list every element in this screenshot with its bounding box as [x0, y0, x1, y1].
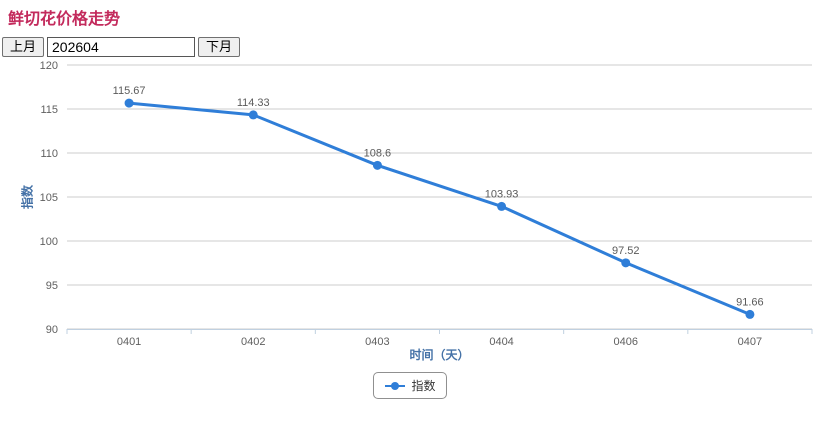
legend[interactable]: 指数 [372, 372, 447, 399]
page-title: 鲜切花价格走势 [8, 11, 121, 28]
data-point-marker[interactable] [621, 258, 631, 268]
prev-month-button[interactable]: 上月 [2, 37, 45, 57]
price-trend-chart: 90 95 100 105 110 115 120 0401 0402 0403 0404 0406 0… [0, 61, 819, 418]
y-tick-label: 115 [40, 104, 58, 116]
data-label: 103.93 [485, 188, 519, 200]
x-tick-label: 0406 [614, 336, 638, 348]
y-tick-label: 95 [46, 280, 58, 292]
chart-canvas: 90 95 100 105 110 115 120 0401 0402 0403 0404 0406 0… [40, 61, 813, 348]
y-tick-label: 120 [40, 61, 58, 72]
y-tick-label: 110 [40, 148, 58, 160]
x-axis-title: 时间（天） [409, 348, 470, 362]
y-tick-label: 100 [40, 236, 58, 248]
data-label: 115.67 [113, 85, 146, 97]
period-input[interactable] [47, 37, 196, 57]
x-tick-label: 0407 [738, 336, 762, 348]
data-point-marker[interactable] [124, 98, 134, 108]
y-tick-label: 90 [46, 324, 58, 336]
data-point-marker[interactable] [745, 309, 755, 319]
legend-marker-icon [384, 381, 405, 390]
data-label: 97.52 [612, 245, 640, 257]
x-tick-label: 0401 [117, 336, 141, 348]
data-point-marker[interactable] [497, 201, 507, 211]
data-label: 108.6 [364, 147, 392, 159]
data-label: 91.66 [736, 296, 764, 308]
y-axis-title: 指数 [20, 184, 35, 210]
data-point-marker[interactable] [248, 110, 258, 120]
month-navigation-toolbar: 上月 下月 [2, 37, 819, 57]
series-line [127, 101, 752, 316]
y-tick-label: 105 [40, 192, 58, 204]
x-tick-label: 0404 [489, 336, 513, 348]
x-tick-label: 0402 [241, 336, 265, 348]
x-tick-label: 0403 [365, 336, 389, 348]
data-label: 114.33 [237, 97, 270, 109]
data-point-marker[interactable] [372, 160, 382, 170]
next-month-button[interactable]: 下月 [198, 37, 241, 57]
legend-item-label: 指数 [411, 379, 436, 393]
